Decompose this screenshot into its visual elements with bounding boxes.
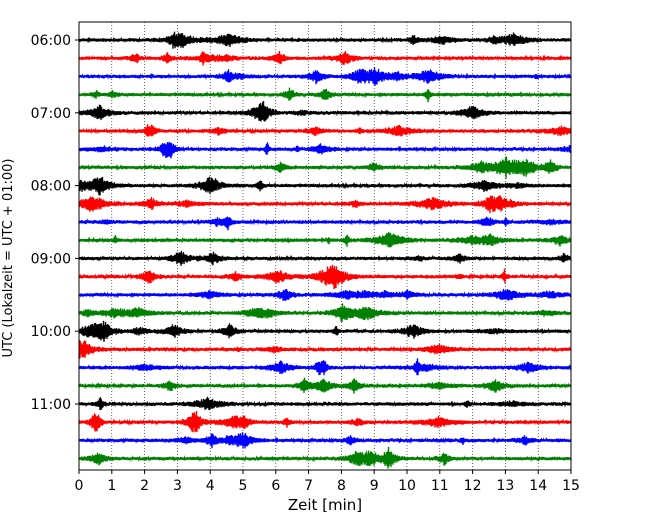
x-tick-label: 7 — [304, 478, 313, 494]
x-tick-label: 6 — [271, 478, 280, 494]
x-tick-label: 10 — [398, 478, 416, 494]
trace-0915 — [78, 264, 572, 290]
trace-1130 — [78, 432, 572, 449]
trace-0645 — [78, 87, 572, 103]
x-tick-label: 0 — [75, 478, 84, 494]
trace-0815 — [78, 195, 572, 214]
seismic-traces — [78, 31, 572, 469]
x-tick-label: 14 — [529, 478, 547, 494]
y-tick-label: 09:00 — [31, 251, 71, 267]
plot-frame — [78, 21, 572, 471]
x-tick-label: 4 — [206, 478, 215, 494]
x-tick-label: 1 — [107, 478, 116, 494]
y-axis-ticks: 06:00 07:00 08:00 09:00 10:00 11:00 — [31, 33, 79, 413]
trace-1100 — [78, 396, 572, 411]
y-tick-label: 11:00 — [31, 397, 71, 413]
trace-0930 — [78, 288, 572, 301]
x-tick-label: 2 — [140, 478, 149, 494]
trace-1000 — [78, 320, 572, 342]
trace-1115 — [78, 410, 572, 433]
trace-0630 — [78, 67, 572, 86]
trace-0845 — [78, 232, 572, 248]
x-tick-label: 8 — [337, 478, 346, 494]
y-tick-label: 08:00 — [31, 179, 71, 195]
trace-0615 — [78, 50, 572, 66]
x-tick-label: 3 — [173, 478, 182, 494]
y-tick-label: 06:00 — [31, 33, 71, 49]
x-axis-ticks: 0 1 2 3 4 5 6 7 8 9 10 11 12 13 14 15 — [75, 470, 580, 494]
trace-0945 — [78, 303, 572, 322]
trace-0600 — [78, 31, 572, 49]
trace-0830 — [78, 216, 572, 231]
trace-0745 — [78, 156, 572, 179]
x-tick-label: 5 — [239, 478, 248, 494]
trace-0700 — [78, 100, 572, 122]
trace-1015 — [78, 339, 572, 359]
x-tick-label: 11 — [431, 478, 449, 494]
x-axis-label: Zeit [min] — [288, 496, 362, 514]
x-tick-label: 15 — [562, 478, 580, 494]
x-tick-label: 13 — [496, 478, 514, 494]
y-tick-label: 07:00 — [31, 106, 71, 122]
x-tick-label: 9 — [370, 478, 379, 494]
trace-0715 — [78, 124, 572, 137]
trace-0900 — [78, 250, 572, 266]
trace-1030 — [78, 358, 572, 376]
trace-1145 — [78, 446, 572, 469]
trace-0730 — [78, 141, 572, 159]
trace-1045 — [78, 377, 572, 394]
x-tick-label: 12 — [464, 478, 482, 494]
y-tick-label: 10:00 — [31, 324, 71, 340]
trace-0800 — [78, 176, 572, 196]
y-axis-label: UTC (Lokalzeit = UTC + 01:00) — [1, 159, 16, 358]
